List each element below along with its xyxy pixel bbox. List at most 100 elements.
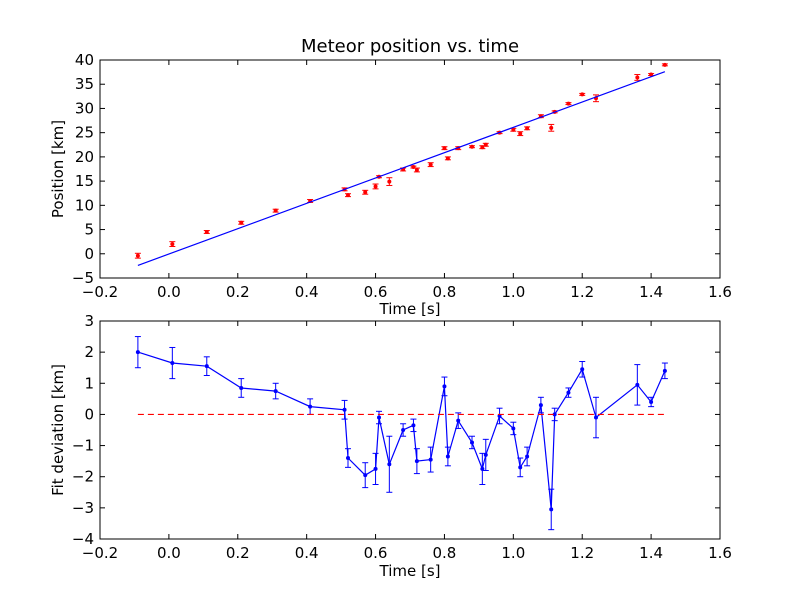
data-point	[551, 407, 558, 422]
data-point	[579, 360, 586, 378]
position-chart: Meteor position vs. time −0.2 0.0 0.2 0.4 0.…	[49, 36, 732, 318]
deviation-y-tick-label: −2	[72, 468, 94, 486]
data-point	[634, 74, 641, 81]
data-marker	[273, 208, 278, 213]
data-point	[648, 396, 655, 408]
data-marker	[411, 423, 416, 428]
data-marker	[552, 412, 557, 417]
data-point	[169, 346, 176, 380]
deviation-y-tick-label: −4	[72, 530, 94, 548]
position-x-tick-label: 0.0	[157, 283, 181, 301]
data-marker	[342, 407, 347, 412]
data-point	[593, 396, 599, 439]
data-point	[469, 435, 475, 450]
deviation-plot-area	[134, 336, 668, 531]
data-marker	[594, 415, 598, 420]
deviation-x-tick-label: 0.6	[364, 544, 388, 562]
deviation-y-tick-label: 2	[84, 343, 94, 361]
data-point	[372, 183, 379, 190]
data-marker	[580, 367, 585, 372]
data-point	[537, 396, 544, 414]
data-marker	[538, 403, 543, 408]
position-y-tick-label: 25	[75, 124, 94, 142]
data-point	[444, 156, 451, 161]
data-point	[238, 220, 245, 225]
data-marker	[470, 440, 474, 445]
position-x-tick-label: 1.6	[708, 283, 732, 301]
deviation-y-tick-label: 1	[84, 374, 94, 392]
data-point	[134, 252, 141, 259]
data-marker	[387, 179, 392, 184]
data-marker	[662, 62, 667, 67]
data-point	[548, 123, 555, 132]
data-point	[427, 162, 434, 168]
position-x-tick-label: 0.8	[433, 283, 457, 301]
data-point	[203, 356, 210, 376]
deviation-x-tick-label: 0.8	[433, 544, 457, 562]
data-point	[565, 387, 572, 398]
data-point	[661, 362, 668, 380]
data-point	[362, 189, 369, 195]
data-marker	[363, 190, 368, 195]
fit-line	[137, 71, 666, 266]
data-point	[372, 452, 379, 485]
data-point	[524, 126, 531, 131]
data-point	[634, 364, 641, 406]
position-x-axis-label: Time [s]	[379, 300, 441, 318]
data-marker	[170, 361, 175, 366]
deviation-x-tick-label: 1.0	[501, 544, 525, 562]
position-ticks: −0.2 0.0 0.2 0.4 0.6 0.8 1.0 1.2 1.4 1.6 −5 0 5 10 15 2…	[72, 51, 732, 301]
data-marker	[135, 350, 140, 355]
data-marker	[470, 144, 474, 149]
position-plot-area	[134, 62, 668, 266]
position-x-tick-label: 0.6	[364, 283, 388, 301]
data-marker	[549, 507, 554, 512]
data-point	[400, 423, 407, 437]
data-marker	[239, 220, 244, 225]
data-point	[427, 446, 434, 473]
deviation-y-tick-label: −3	[72, 499, 94, 517]
position-chart-title: Meteor position vs. time	[301, 36, 519, 57]
deviation-axes-frame	[99, 320, 721, 540]
data-marker	[273, 389, 278, 394]
data-marker	[308, 404, 313, 409]
data-point	[510, 421, 517, 436]
data-point	[341, 399, 348, 420]
deviation-y-axis-label: Fit deviation [km]	[49, 364, 67, 496]
data-point	[479, 452, 486, 485]
data-marker	[549, 125, 554, 130]
data-point	[441, 146, 448, 151]
data-marker	[635, 382, 640, 387]
deviation-x-axis-label: Time [s]	[379, 562, 441, 580]
data-marker	[135, 253, 140, 258]
position-y-tick-label: 10	[75, 196, 94, 214]
data-marker	[442, 146, 447, 151]
data-marker	[566, 101, 571, 106]
data-marker	[483, 452, 488, 457]
deviation-x-tick-label: 1.4	[639, 544, 663, 562]
data-point	[203, 229, 210, 234]
position-x-tick-label: 0.4	[295, 283, 319, 301]
data-marker	[346, 193, 350, 198]
data-marker	[170, 242, 175, 247]
deviation-x-tick-label: 1.2	[570, 544, 594, 562]
data-marker	[511, 127, 516, 132]
deviation-y-tick-label: −1	[72, 437, 94, 455]
data-point	[548, 488, 555, 531]
data-marker	[401, 428, 406, 432]
data-marker	[662, 368, 667, 373]
data-marker	[204, 229, 209, 234]
position-y-tick-label: 35	[75, 75, 94, 93]
deviation-y-tick-label: 3	[84, 312, 94, 330]
data-point	[345, 193, 351, 198]
data-marker	[363, 473, 368, 478]
position-y-tick-label: 5	[84, 221, 94, 239]
data-point	[386, 435, 393, 493]
data-marker	[649, 399, 654, 404]
position-y-tick-label: 20	[75, 148, 94, 166]
data-marker	[428, 457, 433, 462]
data-point	[517, 457, 524, 478]
data-point	[482, 438, 489, 471]
position-y-tick-label: −5	[72, 269, 94, 287]
